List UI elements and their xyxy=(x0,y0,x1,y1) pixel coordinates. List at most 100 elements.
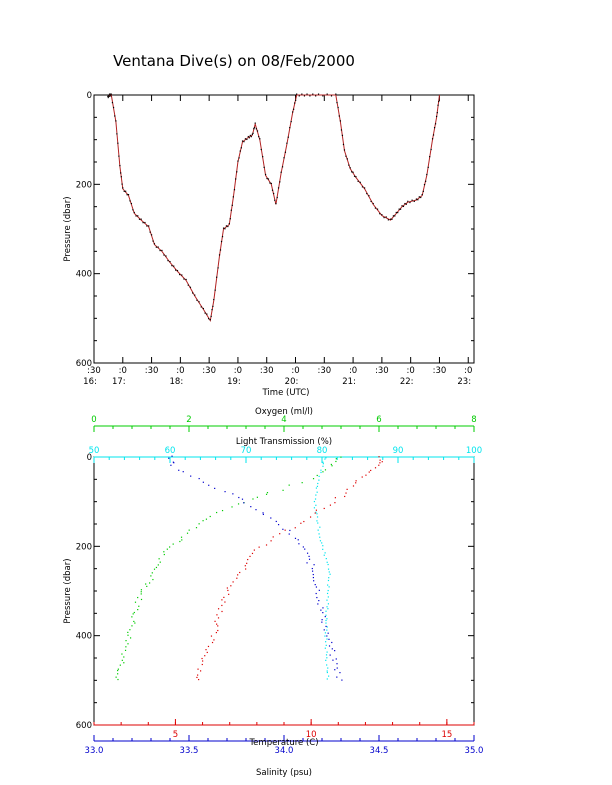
salinity-point xyxy=(275,520,277,523)
dive-profile-point xyxy=(280,171,282,173)
light-transmission-point xyxy=(316,485,319,487)
salinity-point xyxy=(298,543,300,545)
oxygen-point xyxy=(157,564,159,566)
salinity-point xyxy=(313,564,315,566)
dive-profile-point xyxy=(116,133,118,135)
light-transmission-point xyxy=(326,651,328,653)
dive-profile-point xyxy=(256,130,259,132)
oxygen-point xyxy=(119,664,121,666)
temperature-point xyxy=(217,617,220,619)
dive-profile-point xyxy=(202,307,204,310)
dive-profile-point xyxy=(224,228,226,230)
oxygen-point xyxy=(137,596,139,599)
dive-profile-point xyxy=(228,223,230,225)
light-transmission-point xyxy=(322,461,324,463)
salinity-point xyxy=(308,555,310,557)
water-profile-parameter-axes: 0 2 4 6 8 50 60 70 80 90 100 5 10 15 33.0 33.5 34.0 34.5 3… xyxy=(85,415,484,756)
dive-profile-point xyxy=(404,202,406,205)
oxygen-point xyxy=(330,463,332,466)
temperature-point xyxy=(303,520,305,523)
temperature-point xyxy=(329,504,332,506)
oxygen-point xyxy=(145,583,147,585)
oxygen-point xyxy=(115,676,117,678)
dive-profile-point xyxy=(220,240,223,243)
oxygen-point xyxy=(133,611,135,614)
temperature-point xyxy=(334,502,336,504)
dive-profile-point xyxy=(294,102,296,104)
dive-profile-point xyxy=(227,225,229,228)
dive-profile-point xyxy=(259,138,261,140)
light-transmission-point xyxy=(325,457,327,459)
chart-title: Ventana Dive(s) on 08/Feb/2000 xyxy=(113,52,355,70)
dive-profile-point xyxy=(198,301,200,303)
salinity-point xyxy=(208,484,210,486)
light-transmission-point xyxy=(325,622,327,624)
salinity-point xyxy=(315,586,318,588)
dive-profile-point xyxy=(252,132,254,134)
temperature-point xyxy=(272,536,274,538)
light-transmission-point xyxy=(319,536,321,538)
salinity-point xyxy=(331,641,333,644)
temperature-point xyxy=(207,645,210,648)
dive-profile-point xyxy=(108,95,110,98)
salinity-point xyxy=(171,455,173,457)
salinity-point xyxy=(334,650,336,652)
salinity-point xyxy=(322,612,324,614)
light-transmission-point xyxy=(317,529,319,531)
light-transmission-tick-label: 90 xyxy=(393,446,404,456)
oxygen-point xyxy=(288,484,290,486)
dive-profile-point xyxy=(269,182,271,184)
light-transmission-point xyxy=(324,647,326,649)
dive-profile-point xyxy=(183,278,185,280)
light-transmission-point xyxy=(328,586,330,588)
dive-profile-point xyxy=(146,225,148,227)
dive-profile-point xyxy=(372,202,374,205)
temperature-point xyxy=(199,670,202,672)
temperature-point xyxy=(244,565,246,567)
temperature-point xyxy=(215,631,217,634)
salinity-point xyxy=(306,552,309,554)
salinity-point xyxy=(316,596,318,599)
dive-profile-point xyxy=(236,171,238,173)
salinity-point xyxy=(312,573,314,576)
oxygen-point xyxy=(129,629,131,631)
light-transmission-point xyxy=(326,670,328,672)
temperature-point xyxy=(226,587,228,589)
dive-profile-point xyxy=(387,219,389,221)
water-profile-y-label: Pressure (dbar) xyxy=(63,558,73,623)
dive-profile-point xyxy=(296,93,298,95)
light-transmission-point xyxy=(320,469,322,471)
dive-profile-x-tick-label: :30 xyxy=(375,366,389,376)
dive-profile-point xyxy=(376,208,379,210)
oxygen-point xyxy=(324,469,327,471)
dive-profile-point xyxy=(194,294,196,296)
salinity-point xyxy=(178,469,180,471)
oxygen-point xyxy=(181,539,183,541)
dive-profile-x-hour-label: 16: xyxy=(83,377,97,387)
dive-profile-point xyxy=(130,202,133,205)
oxygen-point xyxy=(172,543,174,545)
water-profile-series xyxy=(115,455,383,681)
dive-profile-point xyxy=(397,211,399,214)
dive-profile-point xyxy=(248,137,250,139)
dive-profile-point xyxy=(279,181,281,183)
temperature-point xyxy=(279,533,281,535)
dive-profile-point xyxy=(270,182,272,185)
dive-profile-point xyxy=(258,136,260,138)
oxygen-point xyxy=(127,643,129,645)
light-transmission-point xyxy=(316,513,318,515)
oxygen-point xyxy=(151,572,153,574)
salinity-point xyxy=(332,659,334,661)
oxygen-point xyxy=(188,529,190,531)
light-transmission-point xyxy=(326,561,328,563)
light-transmission-point xyxy=(315,504,317,506)
dive-profile-point xyxy=(189,286,192,288)
temperature-point xyxy=(221,610,223,613)
temperature-point xyxy=(223,596,225,599)
dive-profile-point xyxy=(341,134,344,137)
salinity-point xyxy=(336,663,338,665)
dive-profile-point xyxy=(309,95,311,97)
dive-profile-point xyxy=(339,120,342,122)
